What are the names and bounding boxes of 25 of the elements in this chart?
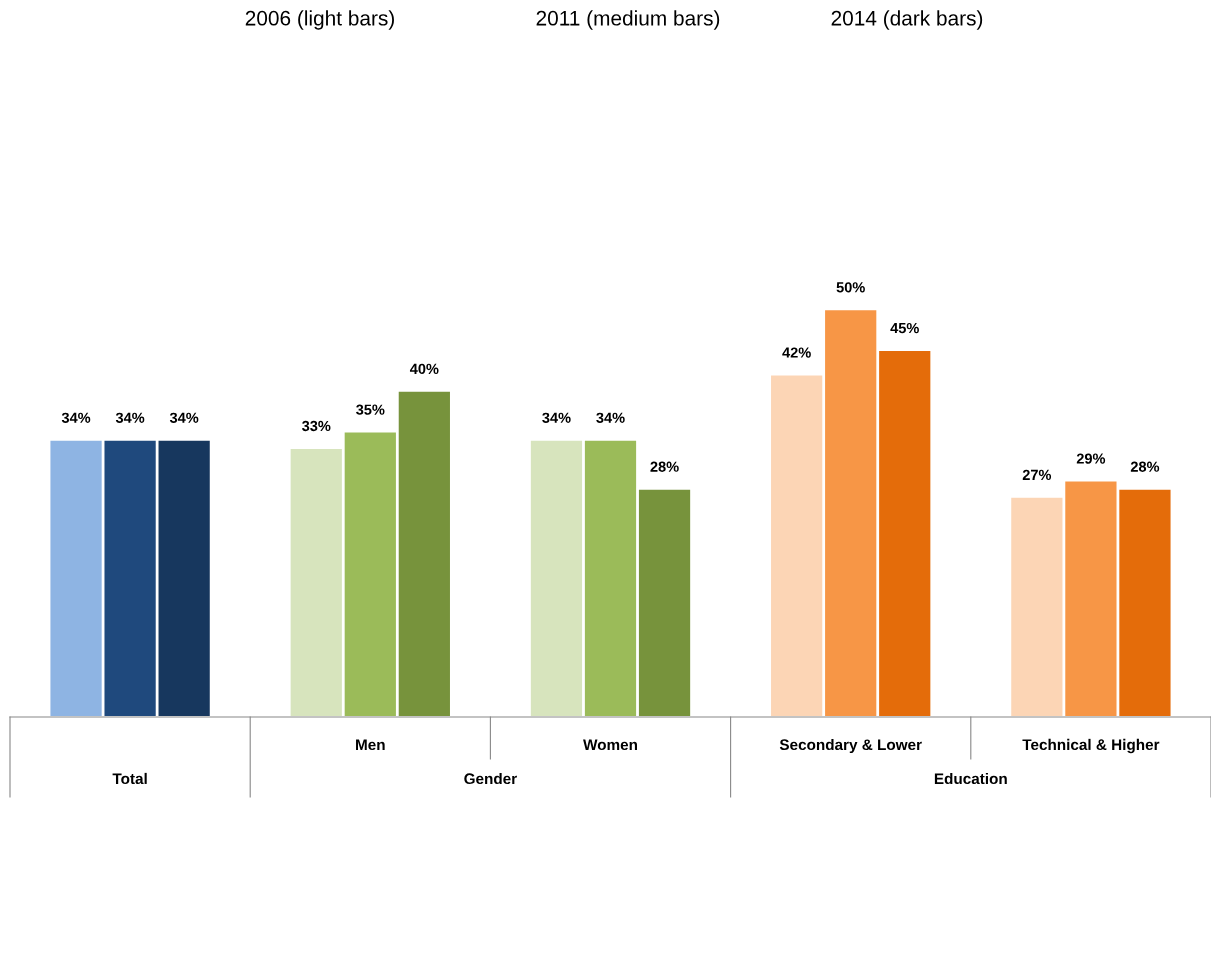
data-label: 40% <box>409 363 439 375</box>
x-tick-label: Secondary & Lower <box>779 738 922 754</box>
text: 2014 (dark bars) <box>831 10 983 30</box>
data-label: 34% <box>61 412 91 423</box>
x-tick-label: Women <box>583 739 637 751</box>
data-label: 34% <box>169 412 199 423</box>
text: 2011 (medium bars) <box>536 10 720 30</box>
data-label: 34% <box>115 412 145 423</box>
data-label: 33% <box>302 420 331 432</box>
text: Total <box>112 772 147 785</box>
data-label: 45% <box>890 322 919 334</box>
text: Gender <box>464 772 517 785</box>
data-label: 34% <box>542 412 571 423</box>
data-label: 27% <box>1022 469 1052 481</box>
data-label: 50% <box>836 282 865 293</box>
text: Education <box>934 772 1007 785</box>
x-tick-label: Men <box>356 739 385 751</box>
x-tick-label: Technical & Higher <box>1022 738 1160 754</box>
text: 2006 (light bars) <box>245 10 394 30</box>
data-label: 42% <box>782 347 811 358</box>
data-label: 34% <box>596 412 625 423</box>
data-label: 28% <box>650 461 679 472</box>
data-label: 29% <box>1076 453 1106 464</box>
data-label: 35% <box>356 404 385 415</box>
data-label: 28% <box>1130 461 1160 472</box>
